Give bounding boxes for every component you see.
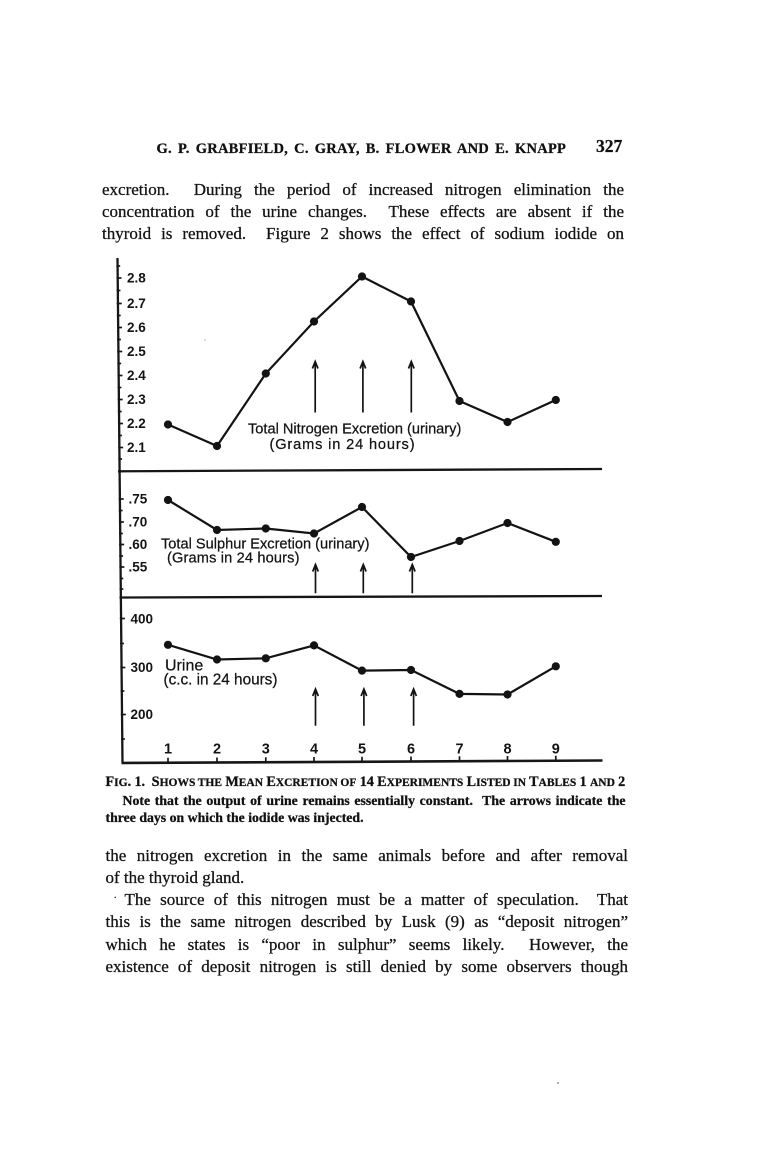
svg-text:9: 9	[552, 742, 560, 758]
svg-text:4: 4	[310, 742, 318, 758]
svg-text:.60: .60	[129, 537, 148, 552]
svg-text:.55: .55	[129, 560, 148, 575]
svg-text:2.6: 2.6	[127, 320, 146, 335]
svg-text:2.1: 2.1	[127, 440, 146, 455]
svg-text:Total Sulphur Excretion (urina: Total Sulphur Excretion (urinary)	[161, 537, 369, 553]
svg-text:.70: .70	[129, 515, 148, 530]
svg-text:(Grams in 24 hours): (Grams in 24 hours)	[167, 551, 300, 567]
svg-text:(Grams in 24 hours): (Grams in 24 hours)	[270, 437, 416, 453]
svg-text:2.8: 2.8	[127, 271, 146, 286]
svg-text:2.3: 2.3	[127, 392, 146, 407]
svg-text:1: 1	[164, 742, 172, 758]
svg-text:2: 2	[213, 742, 221, 758]
svg-text:2.4: 2.4	[127, 368, 146, 383]
svg-text:(c.c. in 24 hours): (c.c. in 24 hours)	[164, 672, 278, 689]
svg-text:Urine: Urine	[165, 658, 203, 675]
svg-text:2.5: 2.5	[127, 344, 146, 359]
svg-text:.75: .75	[129, 492, 148, 507]
svg-text:7: 7	[455, 742, 463, 758]
svg-text:2.7: 2.7	[127, 296, 146, 311]
svg-text:300: 300	[131, 660, 154, 675]
svg-text:5: 5	[358, 742, 366, 758]
svg-text:8: 8	[503, 742, 511, 758]
svg-text:6: 6	[407, 742, 415, 758]
svg-text:2.2: 2.2	[127, 416, 146, 431]
svg-text:400: 400	[131, 612, 154, 627]
svg-text:200: 200	[131, 707, 154, 722]
svg-text:Total Nitrogen Excretion (urin: Total Nitrogen Excretion (urinary)	[248, 422, 461, 438]
svg-text:3: 3	[262, 742, 270, 758]
